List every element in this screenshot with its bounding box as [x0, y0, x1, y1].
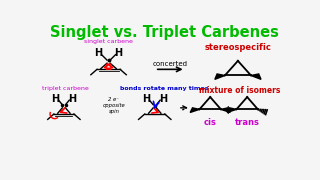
Text: cis: cis: [204, 118, 217, 127]
Polygon shape: [190, 108, 199, 112]
Text: H: H: [94, 48, 103, 58]
Text: H: H: [115, 48, 123, 58]
Text: concerted: concerted: [153, 61, 188, 67]
Text: H: H: [52, 94, 60, 104]
Polygon shape: [227, 108, 236, 112]
Polygon shape: [221, 108, 230, 112]
Text: stereospecific: stereospecific: [204, 43, 271, 52]
Text: H: H: [68, 94, 76, 104]
Text: +: +: [223, 104, 233, 117]
Text: mixture of isomers: mixture of isomers: [199, 86, 280, 94]
Text: triplet carbene: triplet carbene: [42, 86, 89, 91]
Text: 2 e⁻
opposite
spin: 2 e⁻ opposite spin: [103, 97, 125, 114]
Text: singlet carbene: singlet carbene: [84, 39, 133, 44]
Text: Singlet vs. Triplet Carbenes: Singlet vs. Triplet Carbenes: [50, 25, 278, 40]
Text: H: H: [159, 94, 167, 104]
Polygon shape: [251, 74, 261, 79]
Polygon shape: [215, 74, 225, 79]
Text: bonds rotate many times: bonds rotate many times: [120, 86, 208, 91]
Text: H: H: [142, 94, 150, 104]
Text: trans: trans: [235, 118, 260, 127]
